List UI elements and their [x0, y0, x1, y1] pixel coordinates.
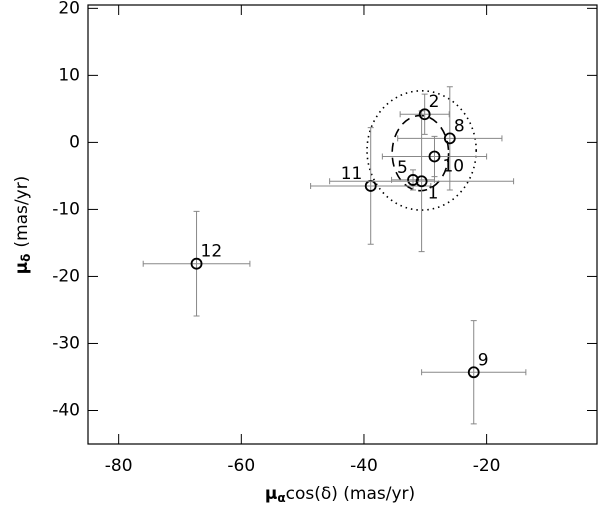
x-tick-label: -20: [473, 456, 501, 476]
point: [443, 132, 456, 145]
y-tick-label: -30: [52, 333, 80, 353]
ellipse-dashed: [391, 114, 450, 192]
point: [407, 174, 419, 186]
y-tick-label: -40: [52, 400, 80, 420]
point-label: 8: [454, 116, 465, 136]
point: [418, 108, 431, 121]
point: [467, 366, 480, 379]
y-label-symbol: μ: [12, 262, 32, 275]
x-tick-label: -40: [350, 456, 378, 476]
point-label: 1: [428, 183, 439, 203]
y-tick-label: 20: [58, 0, 80, 18]
y-error-bar: [193, 210, 200, 317]
point: [428, 150, 441, 163]
y-error-bar: [470, 320, 477, 425]
point: [190, 257, 203, 270]
x-tick-label: -80: [105, 456, 133, 476]
ellipse-dotted: [366, 89, 477, 211]
point-label: 5: [397, 158, 408, 178]
y-tick-label: -10: [52, 199, 80, 219]
x-tick-label: -60: [227, 456, 255, 476]
y-axis-label: μδ (mas/yr): [12, 176, 33, 275]
y-error-bar: [367, 127, 374, 245]
point-label: 12: [201, 242, 223, 262]
point-label: 9: [478, 350, 489, 370]
x-label-symbol: μ: [265, 484, 278, 504]
y-error-bar: [421, 93, 428, 135]
x-label-subscript: α: [277, 491, 285, 505]
point-label: 2: [429, 92, 440, 112]
y-label-subscript: δ: [19, 254, 33, 262]
point-label: 10: [442, 156, 464, 176]
y-tick-label: -20: [52, 266, 80, 286]
x-label-text: cos(δ) (mas/yr): [286, 484, 416, 504]
plot-frame: [87, 4, 598, 445]
x-axis-label: μαcos(δ) (mas/yr): [265, 484, 415, 505]
y-tick-label: 10: [58, 65, 80, 85]
point: [415, 175, 428, 188]
y-error-bar: [410, 169, 417, 191]
y-tick-label: 0: [69, 132, 80, 152]
y-error-bar: [446, 86, 453, 191]
y-label-text: (mas/yr): [12, 176, 32, 248]
y-error-bar: [431, 135, 438, 178]
point-label: 11: [341, 164, 363, 184]
